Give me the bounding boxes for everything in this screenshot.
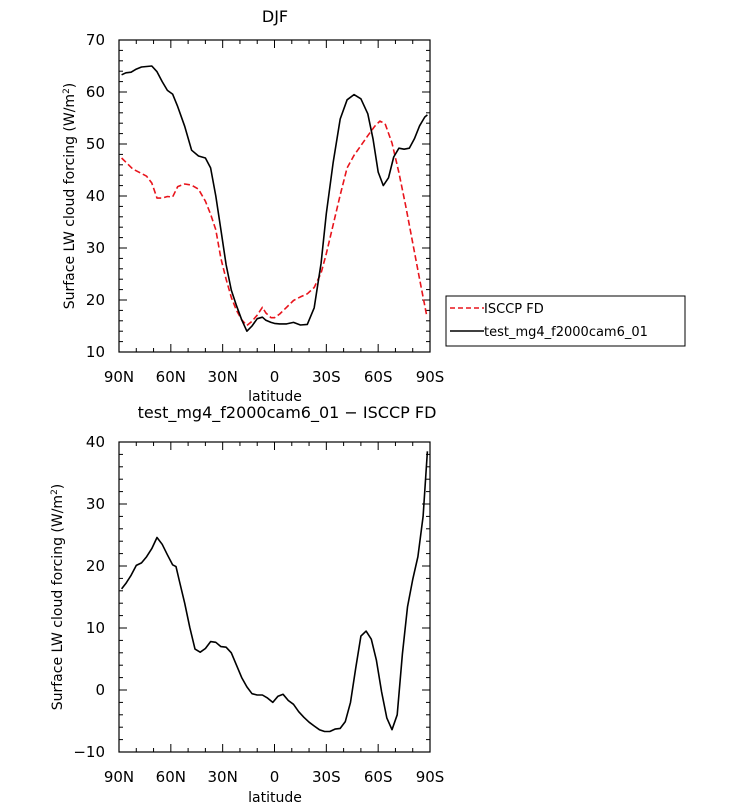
djf-series-line-0 — [121, 120, 428, 327]
x-tick-label: 90S — [416, 368, 445, 386]
x-tick-label: 30N — [208, 368, 238, 386]
legend: ISCCP FD test_mg4_f2000cam6_01 — [445, 295, 686, 347]
x-axis-label-djf: latitude — [248, 389, 302, 405]
y-tick-label: −10 — [73, 743, 105, 761]
panel-title-difference: test_mg4_f2000cam6_01 − ISCCP FD — [138, 403, 437, 423]
x-tick-label: 30N — [208, 768, 238, 786]
x-tick-label: 60N — [156, 768, 186, 786]
x-tick-label: 90N — [104, 368, 134, 386]
djf-panel: DJF 90N 60N 30N 0 30S 60S 90S 10 20 30 40 50 60 70 la… — [62, 7, 444, 405]
y-tick-label: 30 — [86, 239, 105, 257]
x-tick-label: 30S — [312, 368, 341, 386]
x-tick-label: 0 — [270, 368, 280, 386]
difference-series-line-0 — [120, 451, 429, 733]
y-tick-label: 0 — [95, 681, 105, 699]
djf-series-line-1 — [121, 65, 428, 333]
plot-frame — [118, 441, 431, 753]
x-tick-label: 0 — [270, 768, 280, 786]
x-tick-label: 60N — [156, 368, 186, 386]
legend-box — [445, 295, 686, 347]
legend-label-isccp-fd: ISCCP FD — [484, 302, 544, 317]
x-tick-label: 60S — [364, 768, 393, 786]
panel-title-djf: DJF — [262, 7, 288, 26]
y-tick-label: 70 — [86, 31, 105, 49]
y-tick-label: 20 — [86, 291, 105, 309]
y-tick-label: 60 — [86, 83, 105, 101]
y-tick-label: 40 — [86, 433, 105, 451]
x-axis-label-difference: latitude — [248, 790, 302, 806]
y-tick-label: 20 — [86, 557, 105, 575]
y-axis-label-difference: Surface LW cloud forcing (W/m2) — [50, 484, 66, 711]
legend-label-model: test_mg4_f2000cam6_01 — [484, 325, 648, 340]
difference-panel: test_mg4_f2000cam6_01 − ISCCP FD 90N 60N 3… — [50, 403, 444, 806]
x-tick-label: 90S — [416, 768, 445, 786]
y-tick-label: 40 — [86, 187, 105, 205]
x-tick-label: 90N — [104, 768, 134, 786]
y-tick-label: 30 — [86, 495, 105, 513]
y-tick-label: 10 — [86, 619, 105, 637]
x-tick-label: 60S — [364, 368, 393, 386]
difference-plot-area: 90N 60N 30N 0 30S 60S 90S −10 0 10 20 30 40 — [73, 433, 444, 786]
y-axis-label-djf: Surface LW cloud forcing (W/m2) — [62, 83, 78, 310]
djf-plot-area: 90N 60N 30N 0 30S 60S 90S 10 20 30 40 50 60 70 — [86, 31, 444, 386]
x-tick-label: 30S — [312, 768, 341, 786]
y-tick-label: 10 — [86, 343, 105, 361]
y-tick-label: 50 — [86, 135, 105, 153]
